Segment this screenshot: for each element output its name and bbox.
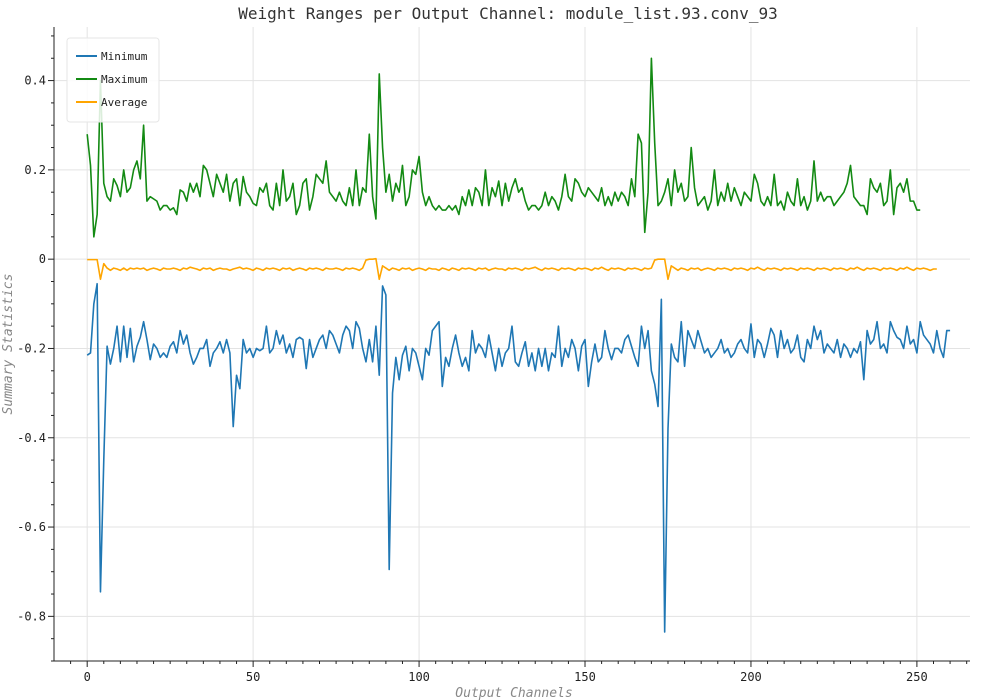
legend-label-maximum: Maximum <box>101 73 148 86</box>
legend-label-average: Average <box>101 96 147 109</box>
x-axis-label: Output Channels <box>455 686 572 700</box>
x-tick-label: 250 <box>906 670 928 684</box>
y-tick-label: 0.4 <box>24 74 46 88</box>
x-axis-ticks: 0 50 100 150 200 250 <box>70 661 968 684</box>
axis-spines <box>53 27 970 662</box>
y-axis-label: Summary Statistics <box>1 274 16 415</box>
x-tick-label: 200 <box>740 670 762 684</box>
y-tick-label: 0 <box>39 252 46 266</box>
y-axis-ticks: -0.8 -0.6 -0.4 -0.2 0 0.2 0.4 <box>17 35 54 662</box>
series-line-maximum <box>86 57 921 238</box>
y-tick-label: -0.4 <box>17 431 46 445</box>
gridlines <box>54 27 970 661</box>
x-tick-label: 150 <box>574 670 596 684</box>
series-line-average <box>87 257 937 281</box>
x-tick-label: 50 <box>246 670 260 684</box>
y-tick-label: -0.8 <box>17 609 46 623</box>
y-tick-label: 0.2 <box>24 163 46 177</box>
x-tick-label: 0 <box>84 670 91 684</box>
y-tick-label: -0.2 <box>17 341 46 355</box>
chart-title: Weight Ranges per Output Channel: module… <box>238 4 777 23</box>
series-lines <box>86 57 951 633</box>
legend-label-minimum: Minimum <box>101 50 148 63</box>
x-tick-label: 100 <box>408 670 430 684</box>
legend: Minimum Maximum Average <box>66 37 160 123</box>
series-line-minimum <box>86 282 951 633</box>
y-tick-label: -0.6 <box>17 520 46 534</box>
